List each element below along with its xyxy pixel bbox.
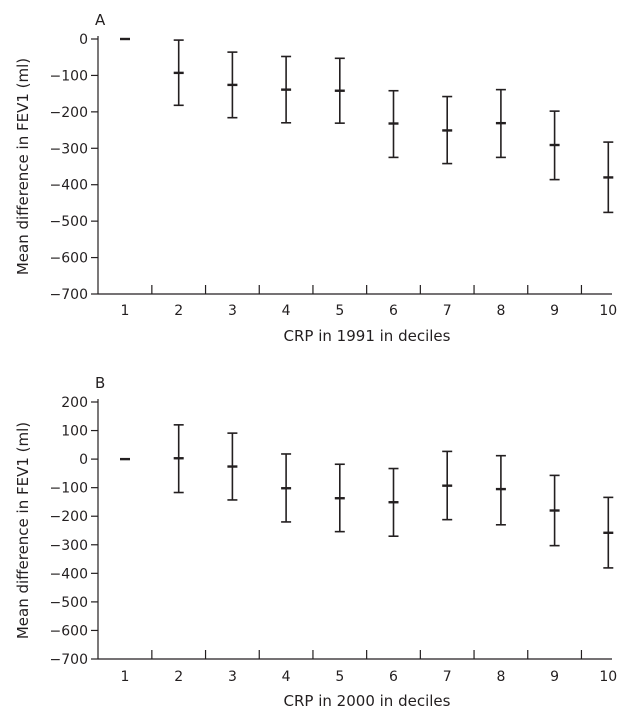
y-tick-label: −200 <box>50 105 88 121</box>
y-tick-label: −300 <box>50 538 88 554</box>
x-tick-label: 2 <box>174 303 183 319</box>
x-tick-label: 8 <box>496 669 505 685</box>
y-tick-label: −700 <box>50 287 88 303</box>
x-tick-label: 6 <box>389 669 398 685</box>
x-tick-label: 9 <box>550 303 559 319</box>
y-tick-label: 0 <box>79 32 88 48</box>
x-tick-label: 9 <box>550 669 559 685</box>
y-axis-title: Mean difference in FEV1 (ml) <box>14 422 32 639</box>
x-axis-title: CRP in 1991 in deciles <box>284 327 451 345</box>
x-tick-label: 1 <box>121 669 130 685</box>
chart-panel-b: 200 100 0 −100 −200 −300 −400 −500 −600 −700 1 2 3 4 5… <box>14 374 617 709</box>
y-tick-label: −400 <box>50 566 88 582</box>
y-tick-label: −600 <box>50 623 88 639</box>
x-tick-label: 5 <box>335 669 344 685</box>
x-tick-label: 3 <box>228 669 237 685</box>
x-tick-label: 2 <box>174 669 183 685</box>
x-tick-label: 10 <box>599 669 617 685</box>
y-tick-label: −700 <box>50 652 88 668</box>
y-tick-label: −300 <box>50 141 88 157</box>
y-tick-label: 200 <box>61 395 88 411</box>
x-tick-label: 7 <box>443 669 452 685</box>
x-tick-label: 7 <box>443 303 452 319</box>
x-tick-label: 1 <box>121 303 130 319</box>
y-tick-label: −500 <box>50 214 88 230</box>
y-tick-label: −100 <box>50 481 88 497</box>
x-tick-label: 4 <box>282 669 291 685</box>
x-tick-label: 10 <box>599 303 617 319</box>
x-tick-label: 3 <box>228 303 237 319</box>
y-tick-label: −100 <box>50 68 88 84</box>
y-tick-label: −500 <box>50 595 88 611</box>
y-tick-label: −200 <box>50 509 88 525</box>
y-tick-label: −400 <box>50 178 88 194</box>
panel-letter: B <box>95 374 105 392</box>
y-tick-label: 0 <box>79 452 88 468</box>
x-axis-title: CRP in 2000 in deciles <box>284 692 451 709</box>
x-tick-label: 8 <box>496 303 505 319</box>
chart-panel-a: 0 −100 −200 −300 −400 −500 −600 −700 1 2 3 4 5 6 7 8 9 10… <box>14 11 617 345</box>
y-tick-label: 100 <box>61 424 88 440</box>
panel-letter: A <box>95 11 106 29</box>
y-axis-title: Mean difference in FEV1 (ml) <box>14 58 32 275</box>
x-tick-label: 6 <box>389 303 398 319</box>
x-tick-label: 5 <box>335 303 344 319</box>
y-tick-label: −600 <box>50 251 88 267</box>
x-tick-label: 4 <box>282 303 291 319</box>
